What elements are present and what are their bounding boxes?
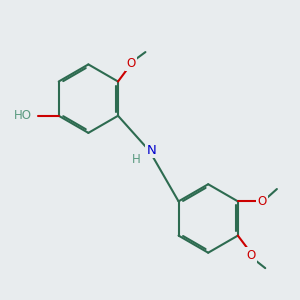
Text: HO: HO [14, 109, 32, 122]
Text: O: O [257, 195, 266, 208]
Text: O: O [126, 57, 136, 70]
Text: N: N [146, 143, 156, 157]
Text: O: O [246, 249, 256, 262]
Text: H: H [132, 153, 140, 166]
